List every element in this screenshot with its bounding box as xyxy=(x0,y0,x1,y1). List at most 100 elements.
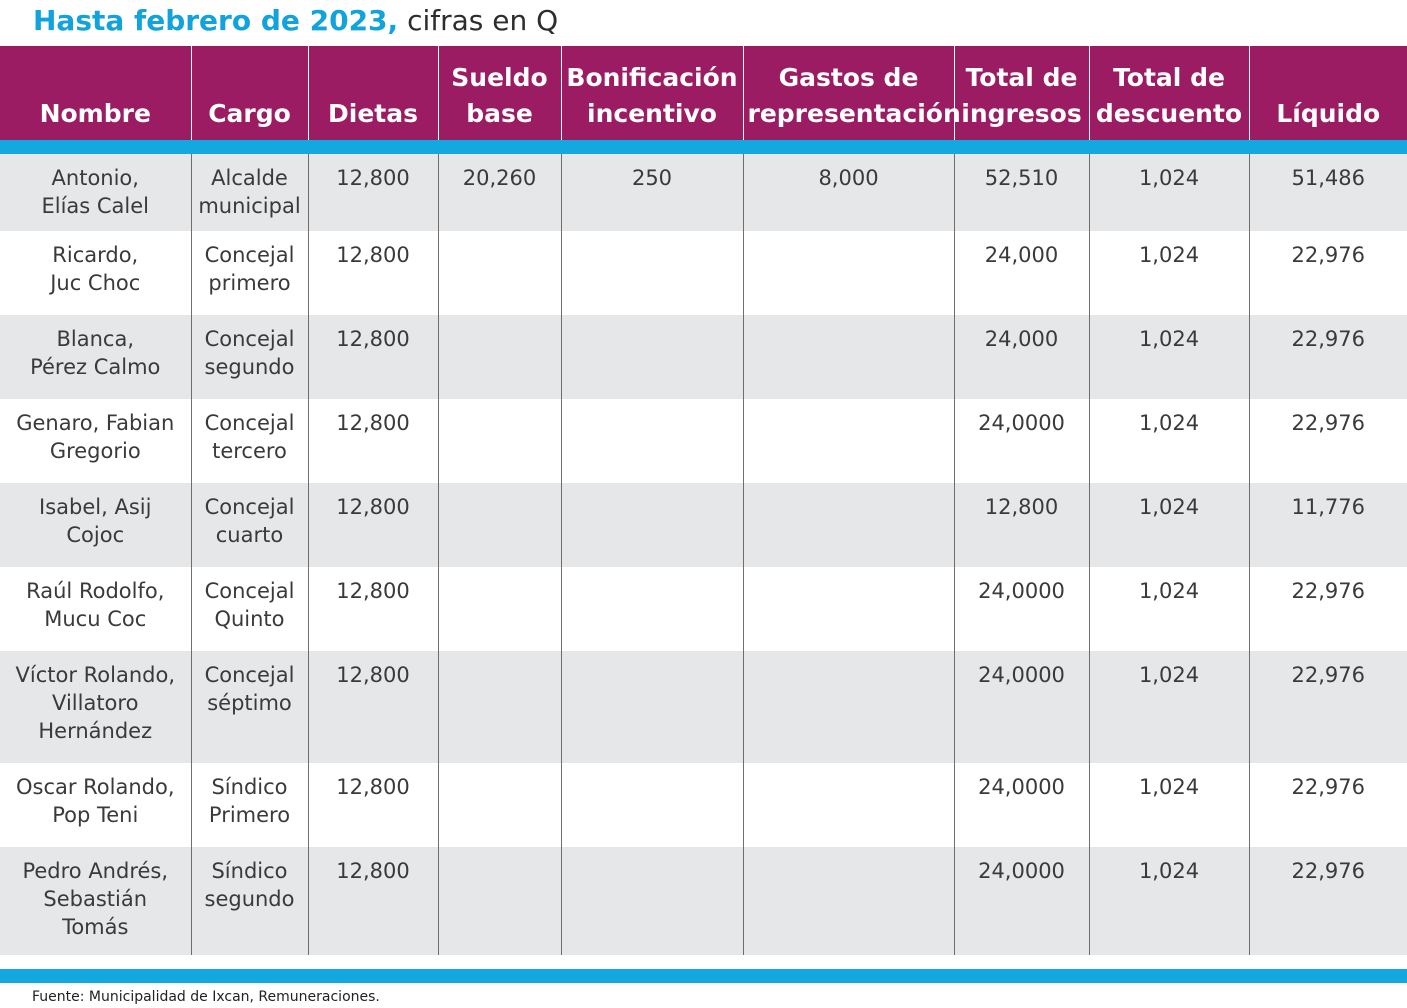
cell-nombre: Blanca, Pérez Calmo xyxy=(0,315,192,399)
cell-sueldo-base xyxy=(437,315,562,399)
table-row: Víctor Rolando, Villatoro Hernández Conc… xyxy=(0,651,1407,763)
cell-bonificacion xyxy=(560,231,744,315)
cell-cargo: Concejal tercero xyxy=(190,399,309,483)
cell-gastos xyxy=(742,483,955,567)
cell-bonificacion: 250 xyxy=(560,147,744,231)
table-row: Pedro Andrés, Sebastián Tomás Síndico se… xyxy=(0,847,1407,955)
cell-nombre: Antonio, Elías Calel xyxy=(0,147,192,231)
cell-sueldo-base xyxy=(437,483,562,567)
cell-total-ingresos: 24,0000 xyxy=(953,763,1090,847)
column-header-sueldo-base: Sueldo base xyxy=(437,46,562,154)
cell-bonificacion xyxy=(560,763,744,847)
cell-gastos xyxy=(742,763,955,847)
cell-dietas: 12,800 xyxy=(307,847,439,955)
title-rest: cifras en Q xyxy=(398,4,559,37)
cell-sueldo-base: 20,260 xyxy=(437,147,562,231)
cell-dietas: 12,800 xyxy=(307,567,439,651)
table-row: Ricardo, Juc Choc Concejal primero 12,80… xyxy=(0,231,1407,315)
cell-total-descuento: 1,024 xyxy=(1088,763,1250,847)
cell-cargo: Síndico Primero xyxy=(190,763,309,847)
title-highlight: Hasta febrero de 2023, xyxy=(33,4,399,37)
cell-total-descuento: 1,024 xyxy=(1088,567,1250,651)
cell-gastos xyxy=(742,651,955,763)
cell-nombre: Raúl Rodolfo, Mucu Coc xyxy=(0,567,192,651)
cell-dietas: 12,800 xyxy=(307,147,439,231)
cell-dietas: 12,800 xyxy=(307,763,439,847)
cell-bonificacion xyxy=(560,315,744,399)
cell-sueldo-base xyxy=(437,651,562,763)
cell-total-descuento: 1,024 xyxy=(1088,483,1250,567)
cell-liquido: 22,976 xyxy=(1248,399,1407,483)
table-row: Antonio, Elías Calel Alcalde municipal 1… xyxy=(0,147,1407,231)
salary-table: Nombre Cargo Dietas Sueldo base Bonifica… xyxy=(0,46,1407,955)
cell-bonificacion xyxy=(560,399,744,483)
column-header-total-ingresos: Total de ingresos xyxy=(953,46,1090,154)
cell-gastos: 8,000 xyxy=(742,147,955,231)
footer-divider xyxy=(0,969,1407,983)
cell-bonificacion xyxy=(560,483,744,567)
cell-total-ingresos: 12,800 xyxy=(953,483,1090,567)
cell-total-descuento: 1,024 xyxy=(1088,231,1250,315)
cell-dietas: 12,800 xyxy=(307,315,439,399)
cell-liquido: 22,976 xyxy=(1248,651,1407,763)
cell-dietas: 12,800 xyxy=(307,231,439,315)
cell-bonificacion xyxy=(560,567,744,651)
cell-total-descuento: 1,024 xyxy=(1088,847,1250,955)
cell-gastos xyxy=(742,315,955,399)
cell-gastos xyxy=(742,847,955,955)
cell-dietas: 12,800 xyxy=(307,399,439,483)
cell-liquido: 11,776 xyxy=(1248,483,1407,567)
cell-cargo: Síndico segundo xyxy=(190,847,309,955)
page-title: Hasta febrero de 2023, cifras en Q xyxy=(33,2,558,42)
cell-sueldo-base xyxy=(437,231,562,315)
cell-nombre: Oscar Rolando, Pop Teni xyxy=(0,763,192,847)
cell-nombre: Víctor Rolando, Villatoro Hernández xyxy=(0,651,192,763)
column-header-dietas: Dietas xyxy=(307,46,439,154)
cell-total-ingresos: 24,000 xyxy=(953,231,1090,315)
table-header-row: Nombre Cargo Dietas Sueldo base Bonifica… xyxy=(0,46,1407,154)
cell-cargo: Concejal segundo xyxy=(190,315,309,399)
cell-total-descuento: 1,024 xyxy=(1088,147,1250,231)
cell-total-ingresos: 24,000 xyxy=(953,315,1090,399)
table-row: Genaro, Fabian Gregorio Concejal tercero… xyxy=(0,399,1407,483)
cell-total-ingresos: 24,0000 xyxy=(953,567,1090,651)
column-header-bonificacion: Bonificación incentivo xyxy=(560,46,744,154)
cell-cargo: Concejal cuarto xyxy=(190,483,309,567)
cell-sueldo-base xyxy=(437,567,562,651)
cell-nombre: Genaro, Fabian Gregorio xyxy=(0,399,192,483)
cell-liquido: 22,976 xyxy=(1248,763,1407,847)
table-row: Raúl Rodolfo, Mucu Coc Concejal Quinto 1… xyxy=(0,567,1407,651)
cell-total-descuento: 1,024 xyxy=(1088,651,1250,763)
cell-cargo: Concejal primero xyxy=(190,231,309,315)
table-row: Blanca, Pérez Calmo Concejal segundo 12,… xyxy=(0,315,1407,399)
table-row: Oscar Rolando, Pop Teni Síndico Primero … xyxy=(0,763,1407,847)
cell-sueldo-base xyxy=(437,847,562,955)
column-header-nombre: Nombre xyxy=(0,46,192,154)
source-note: Fuente: Municipalidad de Ixcan, Remunera… xyxy=(32,989,380,1005)
cell-liquido: 51,486 xyxy=(1248,147,1407,231)
column-header-gastos: Gastos de representación xyxy=(742,46,961,154)
cell-total-descuento: 1,024 xyxy=(1088,399,1250,483)
cell-gastos xyxy=(742,567,955,651)
cell-total-ingresos: 24,0000 xyxy=(953,651,1090,763)
cell-nombre: Pedro Andrés, Sebastián Tomás xyxy=(0,847,192,955)
cell-sueldo-base xyxy=(437,399,562,483)
cell-cargo: Concejal Quinto xyxy=(190,567,309,651)
cell-liquido: 22,976 xyxy=(1248,231,1407,315)
column-header-total-descuento: Total de descuento xyxy=(1088,46,1250,154)
cell-total-ingresos: 24,0000 xyxy=(953,399,1090,483)
cell-dietas: 12,800 xyxy=(307,651,439,763)
cell-total-ingresos: 24,0000 xyxy=(953,847,1090,955)
column-header-liquido: Líquido xyxy=(1248,46,1407,154)
cell-liquido: 22,976 xyxy=(1248,567,1407,651)
cell-liquido: 22,976 xyxy=(1248,315,1407,399)
cell-nombre: Ricardo, Juc Choc xyxy=(0,231,192,315)
cell-bonificacion xyxy=(560,847,744,955)
cell-total-ingresos: 52,510 xyxy=(953,147,1090,231)
column-header-cargo: Cargo xyxy=(190,46,309,154)
cell-nombre: Isabel, Asij Cojoc xyxy=(0,483,192,567)
cell-dietas: 12,800 xyxy=(307,483,439,567)
cell-total-descuento: 1,024 xyxy=(1088,315,1250,399)
cell-cargo: Alcalde municipal xyxy=(190,147,309,231)
cell-liquido: 22,976 xyxy=(1248,847,1407,955)
